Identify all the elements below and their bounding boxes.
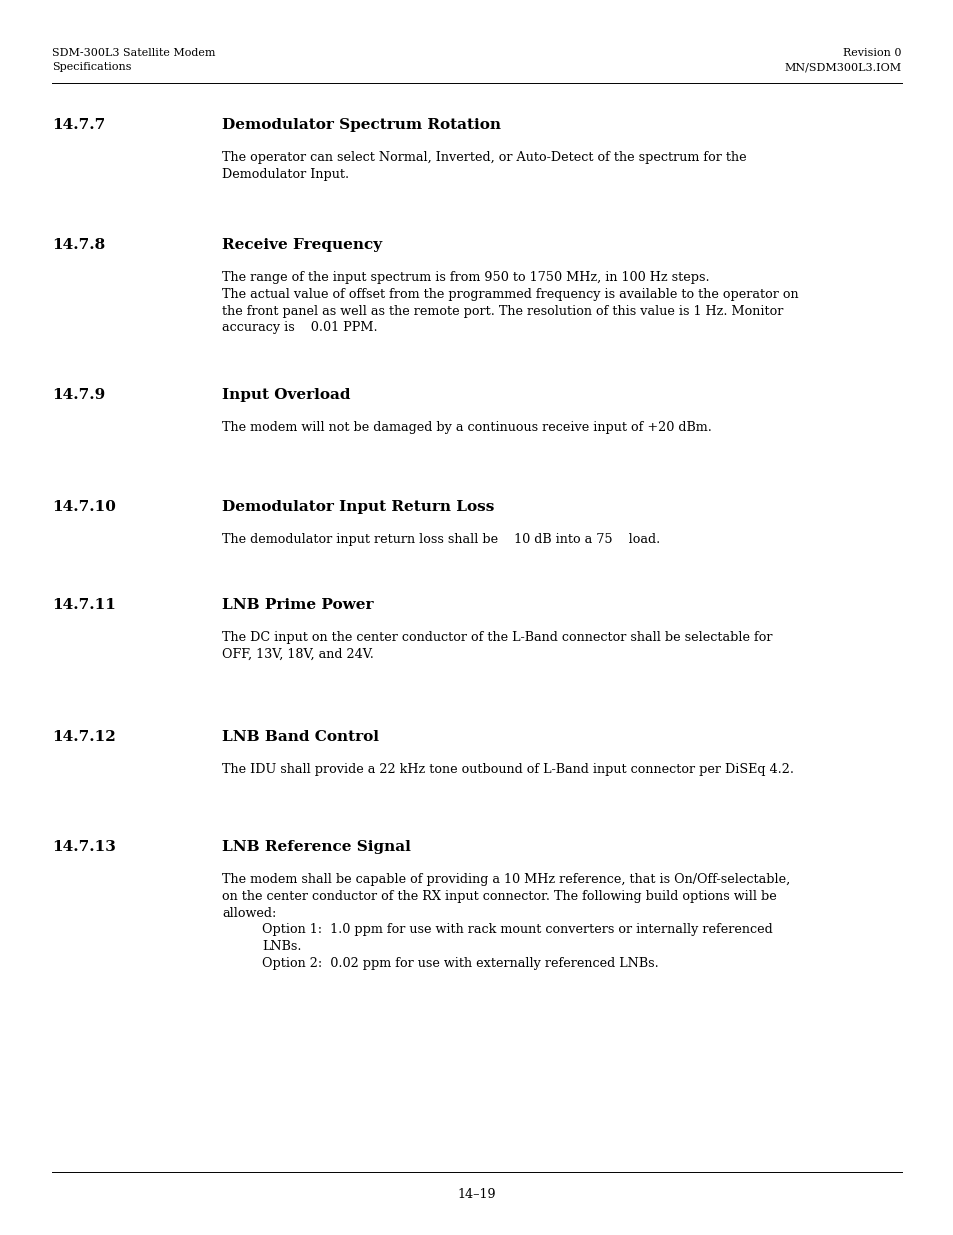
Text: Revision 0: Revision 0 <box>842 48 901 58</box>
Text: 14.7.13: 14.7.13 <box>52 840 115 853</box>
Text: The modem shall be capable of providing a 10 MHz reference, that is On/Off-selec: The modem shall be capable of providing … <box>222 873 789 920</box>
Text: LNB Prime Power: LNB Prime Power <box>222 598 374 613</box>
Text: Specifications: Specifications <box>52 62 132 72</box>
Text: The demodulator input return loss shall be    10 dB into a 75    load.: The demodulator input return loss shall … <box>222 534 659 546</box>
Text: 14–19: 14–19 <box>457 1188 496 1200</box>
Text: The modem will not be damaged by a continuous receive input of +20 dBm.: The modem will not be damaged by a conti… <box>222 421 711 433</box>
Text: Input Overload: Input Overload <box>222 388 350 403</box>
Text: 14.7.11: 14.7.11 <box>52 598 115 613</box>
Text: 14.7.12: 14.7.12 <box>52 730 115 743</box>
Text: MN/SDM300L3.IOM: MN/SDM300L3.IOM <box>784 62 901 72</box>
Text: The IDU shall provide a 22 kHz tone outbound of L-Band input connector per DiSEq: The IDU shall provide a 22 kHz tone outb… <box>222 763 793 776</box>
Text: The operator can select Normal, Inverted, or Auto-Detect of the spectrum for the: The operator can select Normal, Inverted… <box>222 151 746 180</box>
Text: The DC input on the center conductor of the L-Band connector shall be selectable: The DC input on the center conductor of … <box>222 631 772 661</box>
Text: 14.7.8: 14.7.8 <box>52 238 105 252</box>
Text: 14.7.7: 14.7.7 <box>52 119 105 132</box>
Text: Option 2:  0.02 ppm for use with externally referenced LNBs.: Option 2: 0.02 ppm for use with external… <box>262 956 659 969</box>
Text: 14.7.10: 14.7.10 <box>52 500 115 514</box>
Text: LNB Band Control: LNB Band Control <box>222 730 378 743</box>
Text: Demodulator Input Return Loss: Demodulator Input Return Loss <box>222 500 494 514</box>
Text: Option 1:  1.0 ppm for use with rack mount converters or internally referenced
L: Option 1: 1.0 ppm for use with rack moun… <box>262 924 772 953</box>
Text: The range of the input spectrum is from 950 to 1750 MHz, in 100 Hz steps.
The ac: The range of the input spectrum is from … <box>222 270 798 335</box>
Text: SDM-300L3 Satellite Modem: SDM-300L3 Satellite Modem <box>52 48 215 58</box>
Text: Receive Frequency: Receive Frequency <box>222 238 382 252</box>
Text: 14.7.9: 14.7.9 <box>52 388 105 403</box>
Text: LNB Reference Signal: LNB Reference Signal <box>222 840 411 853</box>
Text: Demodulator Spectrum Rotation: Demodulator Spectrum Rotation <box>222 119 500 132</box>
